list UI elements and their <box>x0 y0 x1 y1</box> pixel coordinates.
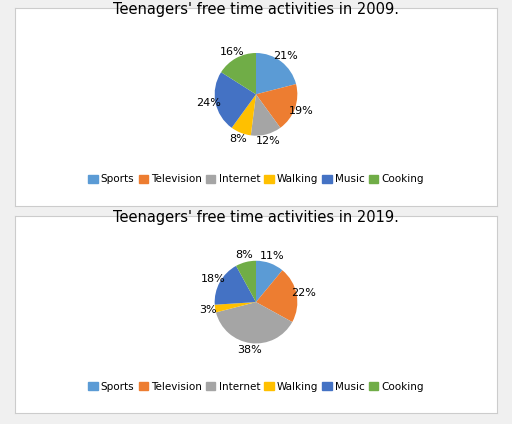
Legend: Sports, Television, Internet, Walking, Music, Cooking: Sports, Television, Internet, Walking, M… <box>84 170 428 188</box>
Text: 19%: 19% <box>289 106 314 116</box>
Text: 3%: 3% <box>199 305 217 315</box>
Wedge shape <box>215 266 256 305</box>
Wedge shape <box>251 95 280 136</box>
Wedge shape <box>215 72 256 128</box>
Legend: Sports, Television, Internet, Walking, Music, Cooking: Sports, Television, Internet, Walking, M… <box>84 378 428 396</box>
Text: 12%: 12% <box>255 137 281 146</box>
Title: Teenagers' free time activities in 2009.: Teenagers' free time activities in 2009. <box>113 2 399 17</box>
Text: 11%: 11% <box>260 251 285 262</box>
Wedge shape <box>256 261 282 302</box>
Wedge shape <box>256 53 296 95</box>
Wedge shape <box>236 261 256 302</box>
Text: 22%: 22% <box>291 288 316 298</box>
Text: 16%: 16% <box>220 47 245 57</box>
Wedge shape <box>215 302 256 312</box>
Text: 24%: 24% <box>196 98 221 109</box>
Text: 18%: 18% <box>201 274 226 284</box>
Wedge shape <box>216 302 292 343</box>
Wedge shape <box>232 95 256 135</box>
Text: 8%: 8% <box>229 134 247 145</box>
Text: 21%: 21% <box>273 51 298 61</box>
Wedge shape <box>221 53 256 95</box>
Wedge shape <box>256 84 297 128</box>
Text: 38%: 38% <box>238 345 262 355</box>
Text: 8%: 8% <box>235 250 253 260</box>
Title: Teenagers' free time activities in 2019.: Teenagers' free time activities in 2019. <box>113 210 399 225</box>
Wedge shape <box>256 270 297 322</box>
